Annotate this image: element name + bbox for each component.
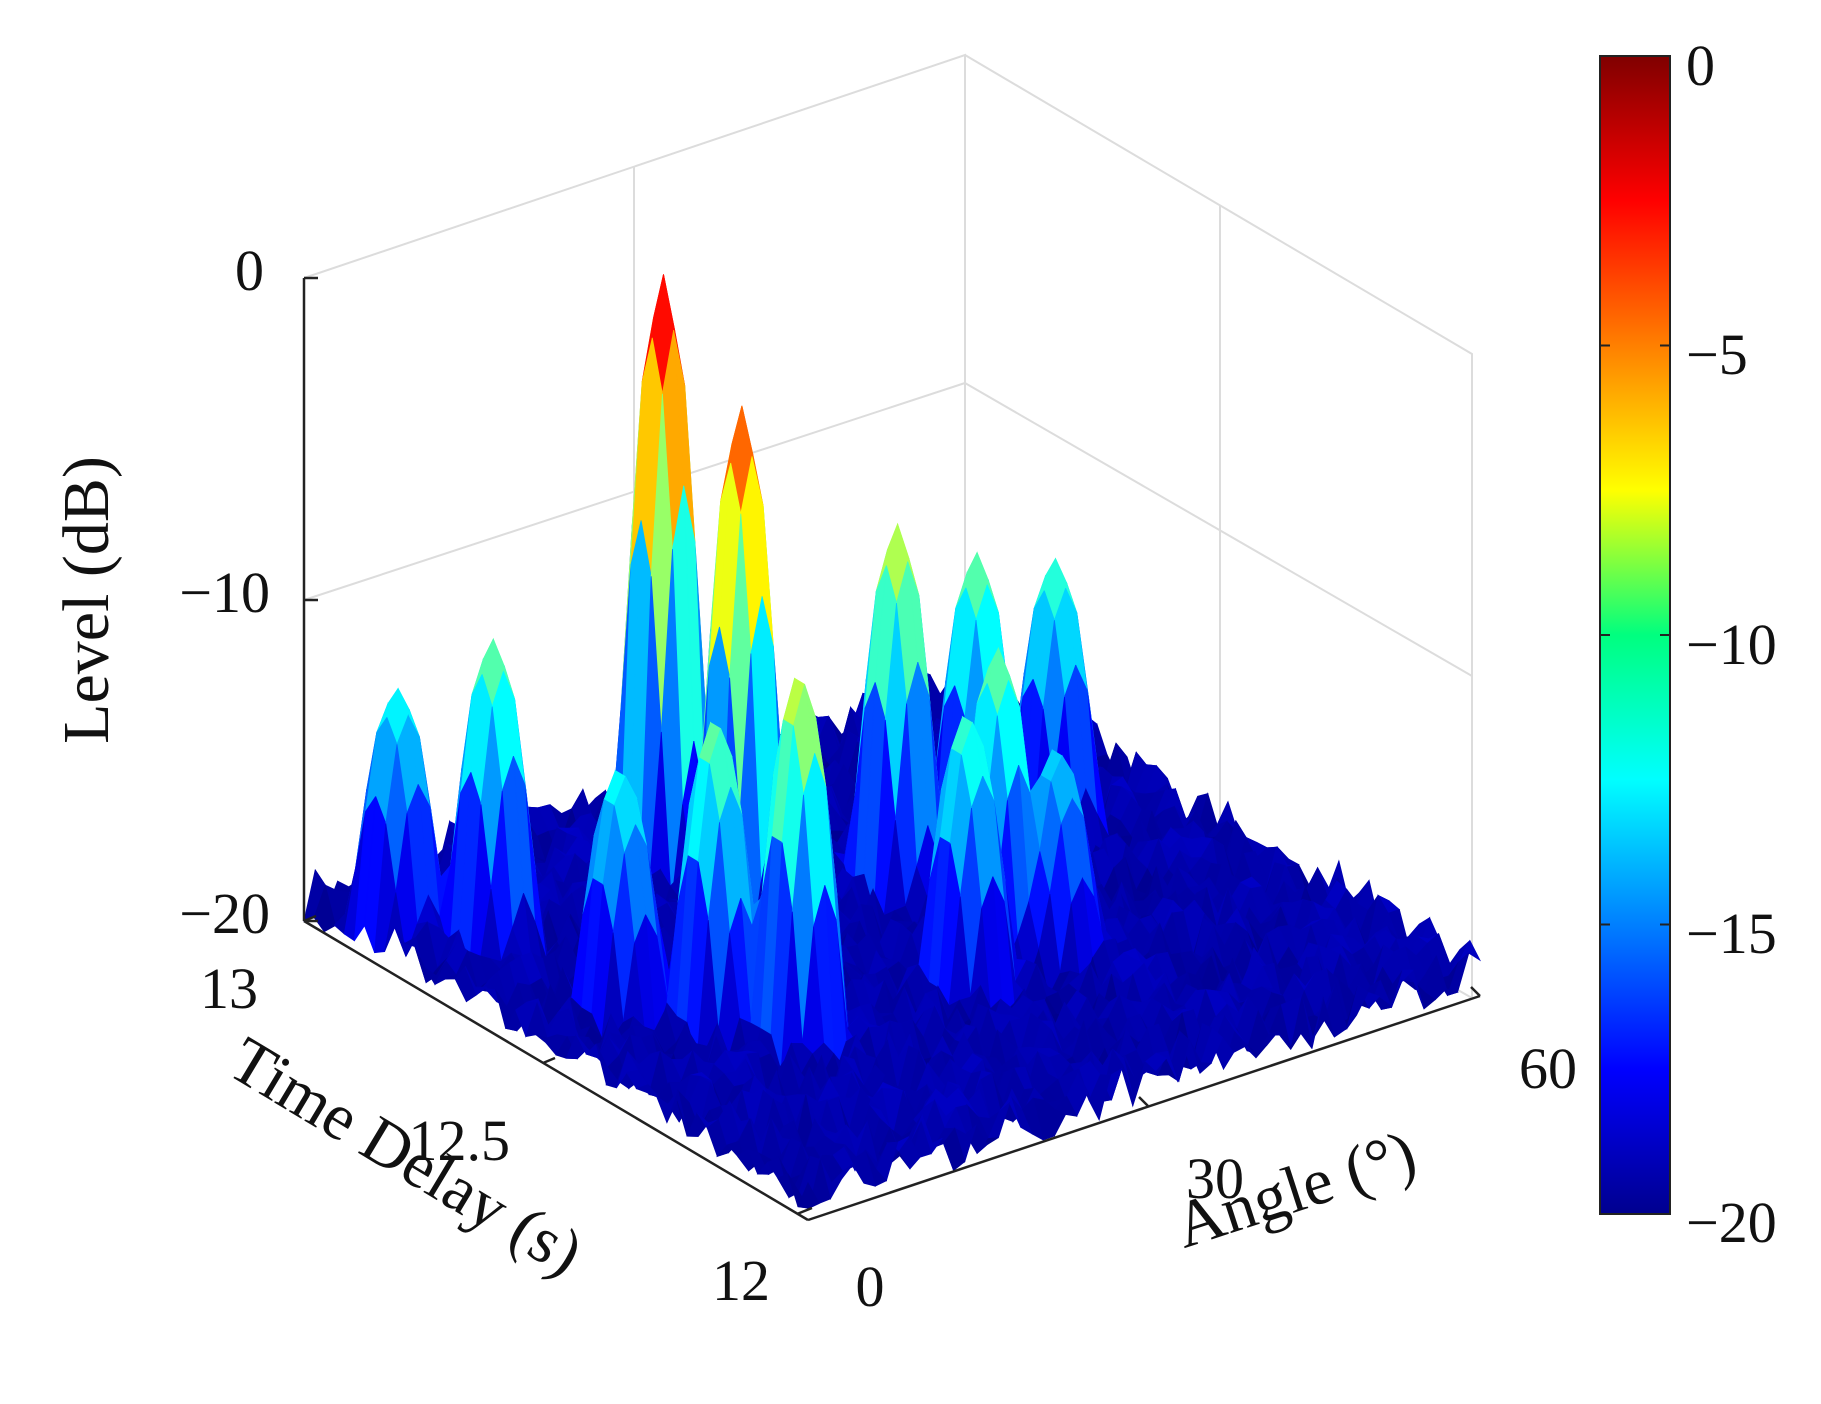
colorbar-tick-label: 0 xyxy=(1686,33,1715,98)
surface-patch xyxy=(797,1181,820,1209)
z-tick-labels: 0 −10 −20 xyxy=(179,238,270,946)
delay-tick-label: 13 xyxy=(200,956,258,1021)
angle-tick-60 xyxy=(1470,986,1481,997)
delay-tick-13 xyxy=(303,914,317,923)
delay-tick-label: 12.5 xyxy=(409,1108,511,1173)
colorbar-tick-label: −10 xyxy=(1686,612,1777,677)
axes-lines xyxy=(302,276,1481,1222)
angle-axis-label: Angle (°) xyxy=(1166,1116,1425,1262)
z-axis-label: Level (dB) xyxy=(50,456,123,744)
colorbar-tick-label: −20 xyxy=(1686,1190,1777,1255)
angle-axis-line xyxy=(807,994,1481,1222)
z-tick-label: −10 xyxy=(179,560,270,625)
surface-plot xyxy=(303,274,1482,1210)
angle-tick-30 xyxy=(1138,1096,1149,1107)
z-tick-label: −20 xyxy=(179,881,270,946)
delay-tick-12-5 xyxy=(542,1056,556,1065)
colorbar-tick-label: −5 xyxy=(1686,322,1748,387)
delay-tick-labels: 13 12.5 12 xyxy=(200,956,770,1313)
delay-tick-label: 12 xyxy=(712,1248,770,1313)
delay-axis-line xyxy=(303,919,809,1222)
z-tick-label: 0 xyxy=(235,238,264,303)
colorbar-ticks xyxy=(1600,55,1670,1215)
delay-tick-12 xyxy=(796,1206,813,1216)
angle-tick-labels: 0 30 60 xyxy=(856,1036,1578,1319)
colorbar-tick-label: −15 xyxy=(1686,901,1777,966)
angle-tick-label: 0 xyxy=(856,1254,885,1319)
delay-axis-label: Time Delay (s) xyxy=(217,1023,595,1290)
colorbar: 0 −5 −10 −15 −20 xyxy=(1599,33,1777,1255)
grid-line-z-mid-right xyxy=(964,382,1473,677)
angle-tick-label: 60 xyxy=(1519,1036,1577,1101)
colorbar-gradient xyxy=(1599,55,1671,1215)
angle-tick-label: 30 xyxy=(1186,1146,1244,1211)
